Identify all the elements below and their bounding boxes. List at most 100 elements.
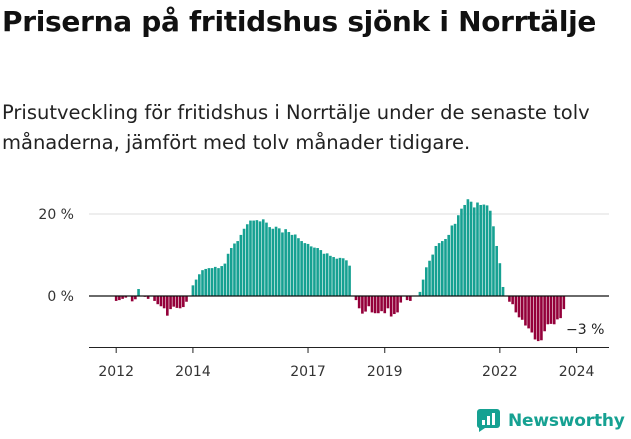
bar (210, 268, 214, 296)
bar (373, 296, 377, 314)
y-tick-label: 20 % (38, 207, 74, 223)
bar (306, 243, 310, 296)
bar (159, 296, 163, 307)
bar (389, 296, 393, 317)
bar (226, 253, 230, 296)
bar (345, 260, 348, 296)
bar (367, 296, 371, 307)
bar (198, 274, 201, 296)
bar (201, 270, 204, 296)
bar (447, 234, 451, 296)
bar (479, 204, 482, 296)
bar (472, 207, 476, 296)
bar (546, 296, 550, 325)
bar (332, 257, 335, 296)
bar (204, 268, 207, 296)
bar-chart: 0 % 20 % 2012 2014 2017 2019 2022 2024 −3 % (38, 199, 609, 380)
bar (258, 221, 262, 296)
bar (313, 247, 316, 296)
bar (485, 205, 489, 296)
bar (370, 296, 374, 313)
bar (514, 296, 518, 313)
bar (293, 234, 297, 296)
bar (530, 296, 534, 333)
y-tick-label: 0 % (47, 289, 74, 305)
bar (437, 243, 441, 296)
bar (495, 245, 498, 296)
bar (236, 241, 239, 296)
bar (536, 296, 540, 342)
bar (383, 296, 387, 314)
bar (329, 255, 332, 296)
bar (405, 296, 409, 301)
bar (290, 234, 294, 296)
bar (121, 296, 124, 299)
bar (453, 223, 457, 296)
bar (441, 241, 444, 296)
bar (357, 296, 361, 309)
axes (89, 295, 609, 353)
bar (252, 220, 255, 296)
bar (431, 254, 435, 296)
bar (527, 296, 530, 329)
bar (396, 296, 399, 313)
chart-subtitle: Prisutveckling för fritidshus i Norrtälj… (2, 101, 590, 154)
bar (114, 296, 118, 301)
bar (562, 296, 566, 310)
bar (274, 226, 278, 296)
bar (549, 296, 553, 324)
bar (229, 248, 233, 296)
bar (501, 286, 505, 296)
bar (287, 232, 291, 296)
bar (533, 296, 537, 340)
bar (207, 268, 211, 296)
bar (482, 204, 486, 296)
bar (220, 266, 223, 296)
bar (393, 296, 396, 315)
bar (124, 296, 128, 298)
bar (466, 199, 470, 296)
bars (114, 199, 566, 342)
bar (335, 258, 339, 296)
bar (488, 210, 492, 296)
bar (185, 296, 188, 302)
bar (322, 253, 326, 296)
bar (338, 257, 342, 296)
bar (517, 296, 521, 318)
bar (556, 296, 559, 320)
bar (316, 248, 319, 296)
bar (399, 296, 403, 303)
bar (242, 228, 246, 296)
bar (261, 219, 265, 296)
bar (118, 296, 121, 301)
bar (146, 296, 150, 299)
bar (386, 296, 390, 309)
bar (364, 296, 367, 312)
bar (380, 296, 383, 312)
bar (319, 250, 323, 296)
bar (492, 226, 495, 296)
bar (284, 229, 287, 296)
bar (194, 279, 198, 296)
bar (303, 243, 307, 296)
last-value-label: −3 % (566, 322, 604, 338)
bar (153, 296, 156, 301)
x-tick-label: 2019 (367, 364, 403, 380)
bar (182, 296, 185, 308)
bar (428, 260, 431, 296)
bar (175, 296, 179, 308)
bar (178, 296, 182, 309)
bar (434, 245, 438, 296)
bar (524, 296, 527, 326)
bar (552, 296, 556, 325)
newsworthy-logo-icon (476, 409, 500, 432)
bar (309, 246, 313, 296)
bar (166, 296, 169, 316)
bar (444, 239, 447, 296)
bar (249, 220, 252, 296)
bar (191, 285, 195, 296)
bar (325, 253, 329, 296)
bar (425, 267, 428, 296)
bar (450, 225, 454, 296)
bar (137, 289, 140, 296)
